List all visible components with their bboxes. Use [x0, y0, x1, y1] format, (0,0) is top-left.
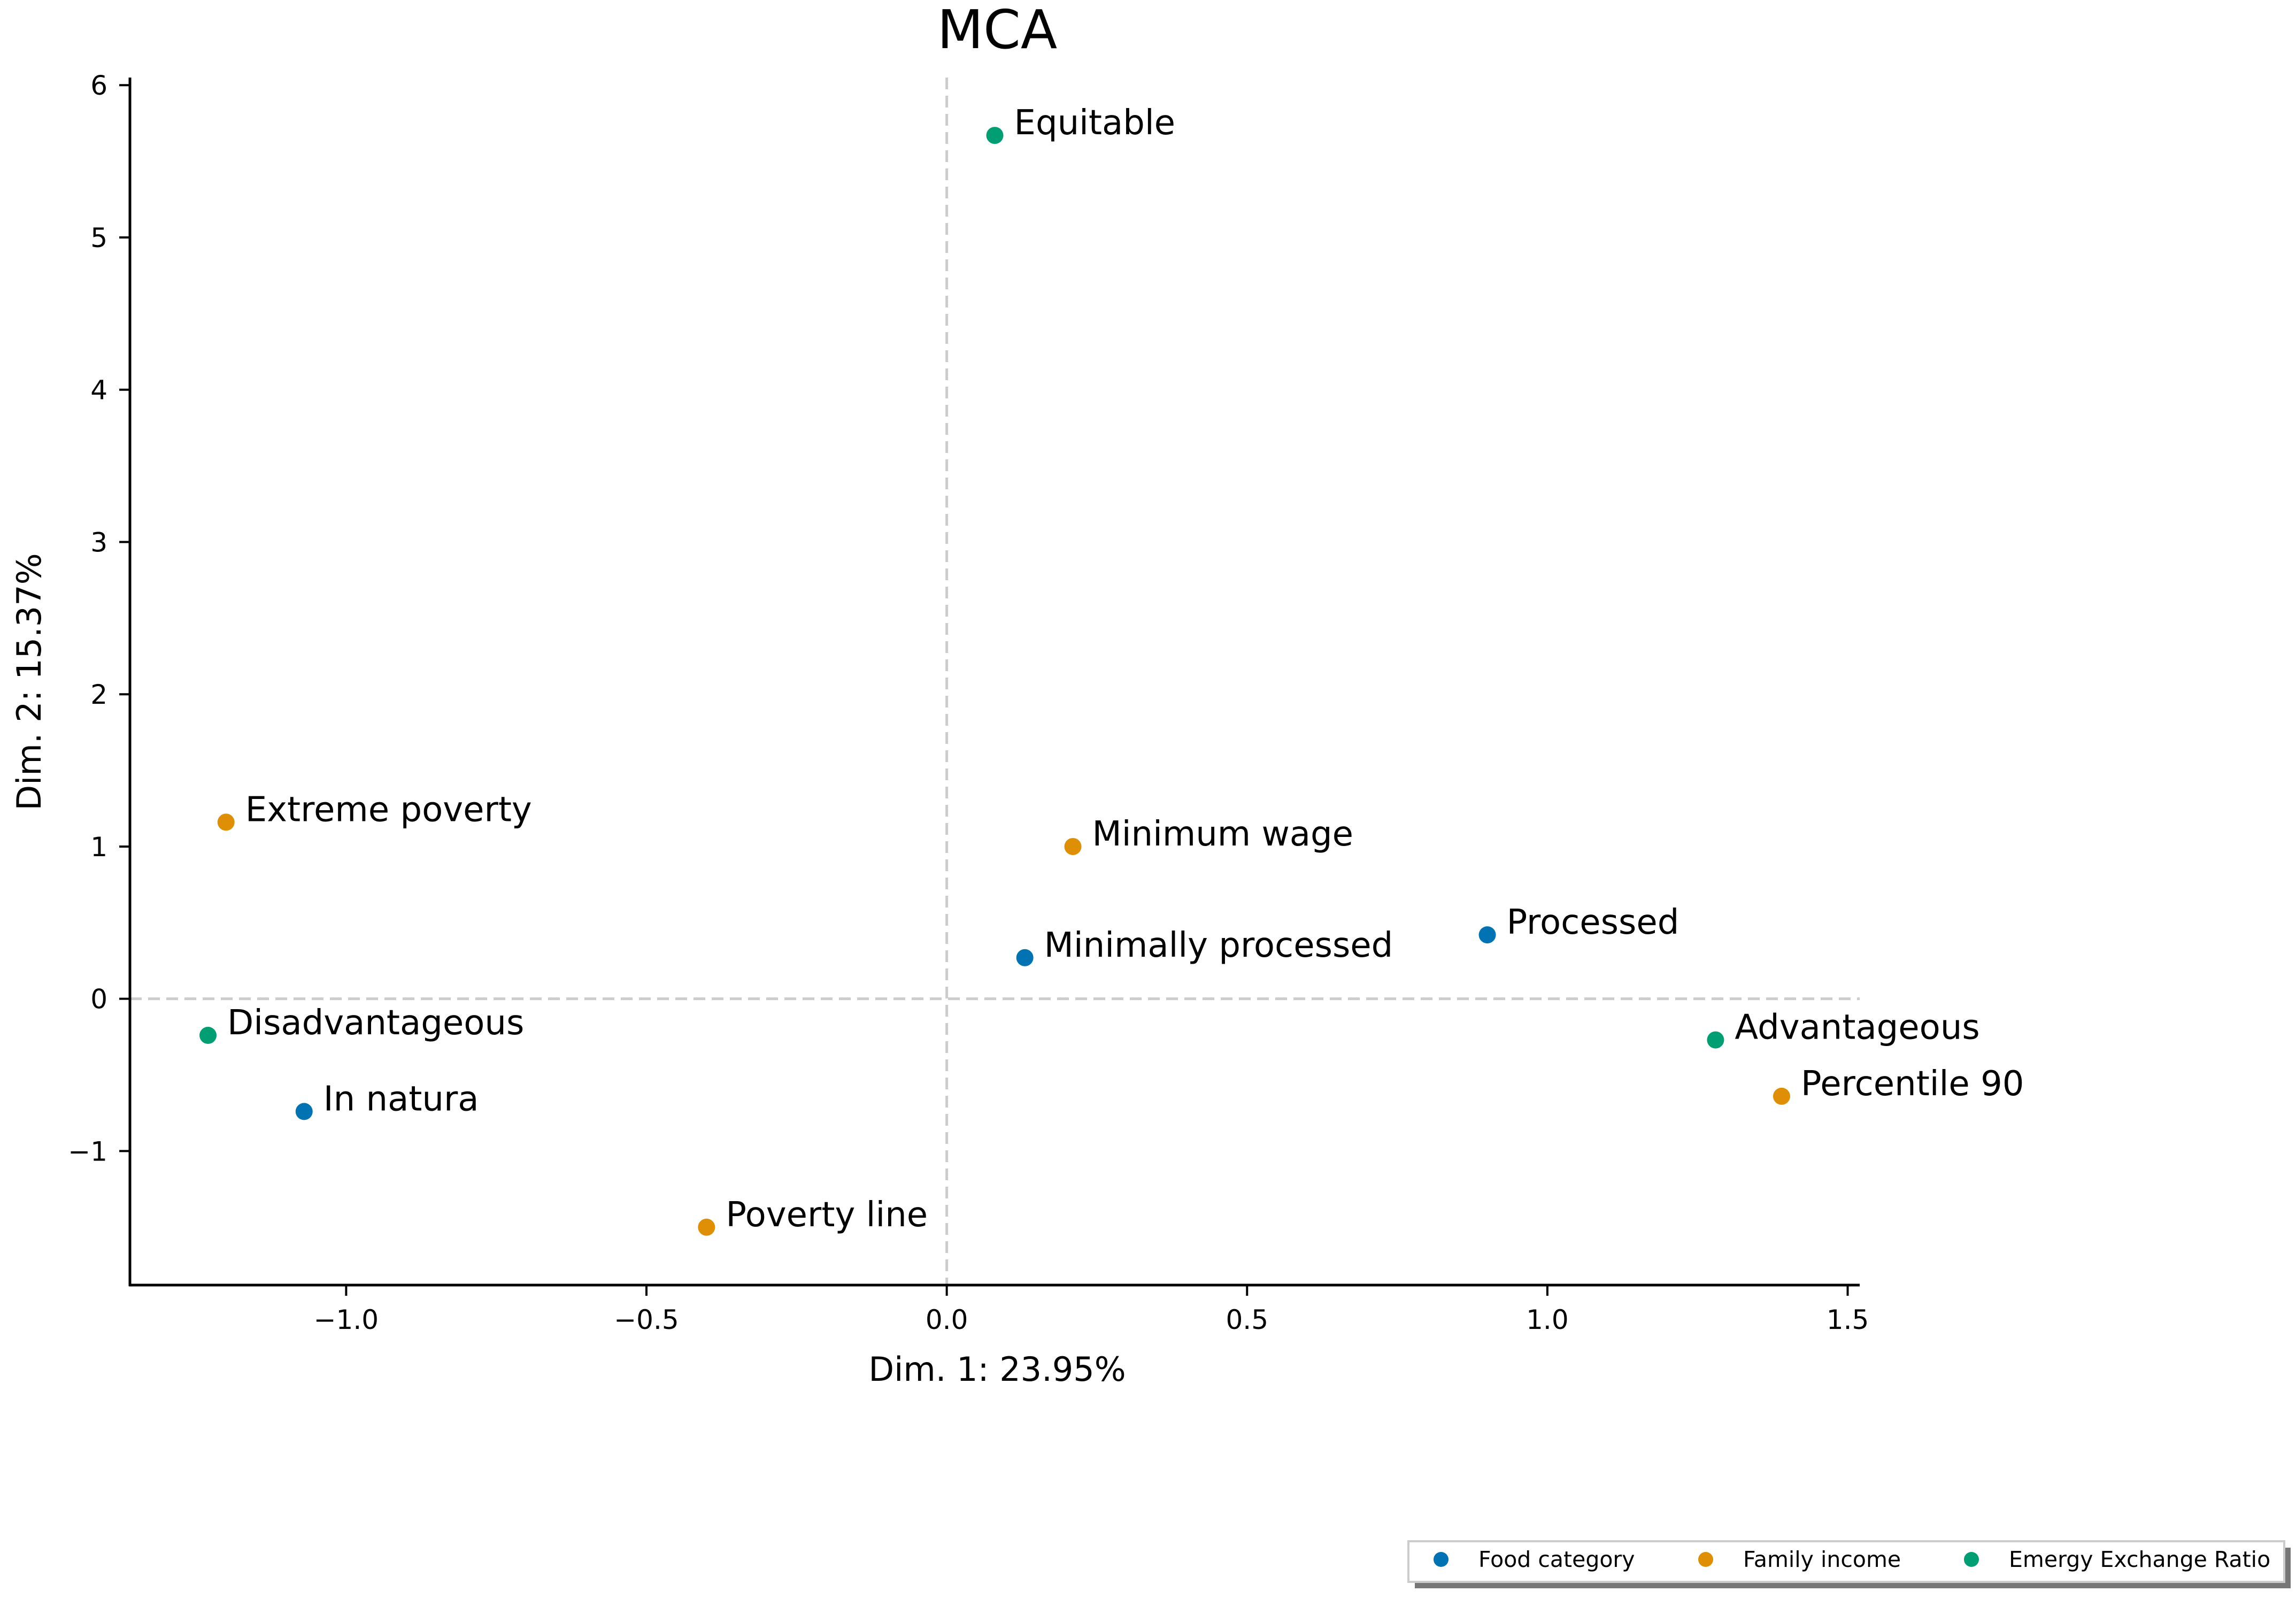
point-label: Equitable	[1014, 103, 1176, 143]
axes: −1.0 −0.5 0.0 0.5 1.0 1.5 −1 0 1 2 3 4 5 6	[68, 70, 1869, 1335]
x-tick-label: 1.5	[1827, 1304, 1869, 1335]
x-axis-title: Dim. 1: 23.95%	[868, 1350, 1126, 1389]
x-tick-label: 1.0	[1526, 1304, 1569, 1335]
point-label: Extreme poverty	[245, 790, 532, 829]
legend-marker	[1434, 1552, 1449, 1567]
y-tick-label: 3	[90, 527, 107, 558]
y-tick-label: 0	[90, 984, 107, 1015]
y-tick-label: 5	[90, 222, 107, 253]
point-label: Processed	[1507, 903, 1679, 942]
chart-title: MCA	[937, 0, 1058, 61]
data-point	[199, 1027, 217, 1044]
data-point	[1016, 949, 1034, 966]
y-axis-title: Dim. 2: 15.37%	[10, 553, 49, 810]
y-tick-label: 4	[90, 375, 107, 406]
x-tick-label: −0.5	[614, 1304, 679, 1335]
legend-label: Food category	[1478, 1547, 1635, 1572]
legend-marker	[1698, 1552, 1713, 1567]
data-point	[1707, 1031, 1724, 1049]
reference-lines	[130, 78, 1860, 1285]
point-label: Minimum wage	[1092, 814, 1354, 854]
legend-marker	[1964, 1552, 1979, 1567]
y-tick-label: 2	[90, 679, 107, 710]
data-point	[1478, 926, 1496, 944]
x-tick-label: 0.0	[926, 1304, 968, 1335]
legend-label: Emergy Exchange Ratio	[2009, 1547, 2270, 1572]
point-label: In natura	[323, 1079, 479, 1119]
y-tick-label: −1	[68, 1136, 107, 1167]
data-point	[1064, 837, 1082, 855]
x-tick-label: 0.5	[1226, 1304, 1269, 1335]
legend: Food category Family income Emergy Exchang…	[1407, 1540, 2291, 1588]
data-points: In natura Minimally processed Processed Ext…	[199, 103, 2024, 1236]
y-tick-label: 1	[90, 832, 107, 863]
point-label: Disadvantageous	[227, 1003, 524, 1043]
point-label: Minimally processed	[1044, 926, 1393, 965]
data-point	[986, 127, 1004, 144]
point-label: Percentile 90	[1801, 1064, 2024, 1104]
legend-box	[1407, 1540, 2285, 1583]
data-point	[1773, 1087, 1790, 1105]
legend-label: Family income	[1743, 1547, 1901, 1572]
data-point	[698, 1218, 715, 1236]
x-tick-label: −1.0	[314, 1304, 379, 1335]
y-tick-label: 6	[90, 70, 107, 101]
point-label: Poverty line	[726, 1195, 928, 1235]
data-point	[295, 1103, 313, 1120]
point-label: Advantageous	[1735, 1008, 1979, 1048]
data-point	[217, 813, 235, 831]
